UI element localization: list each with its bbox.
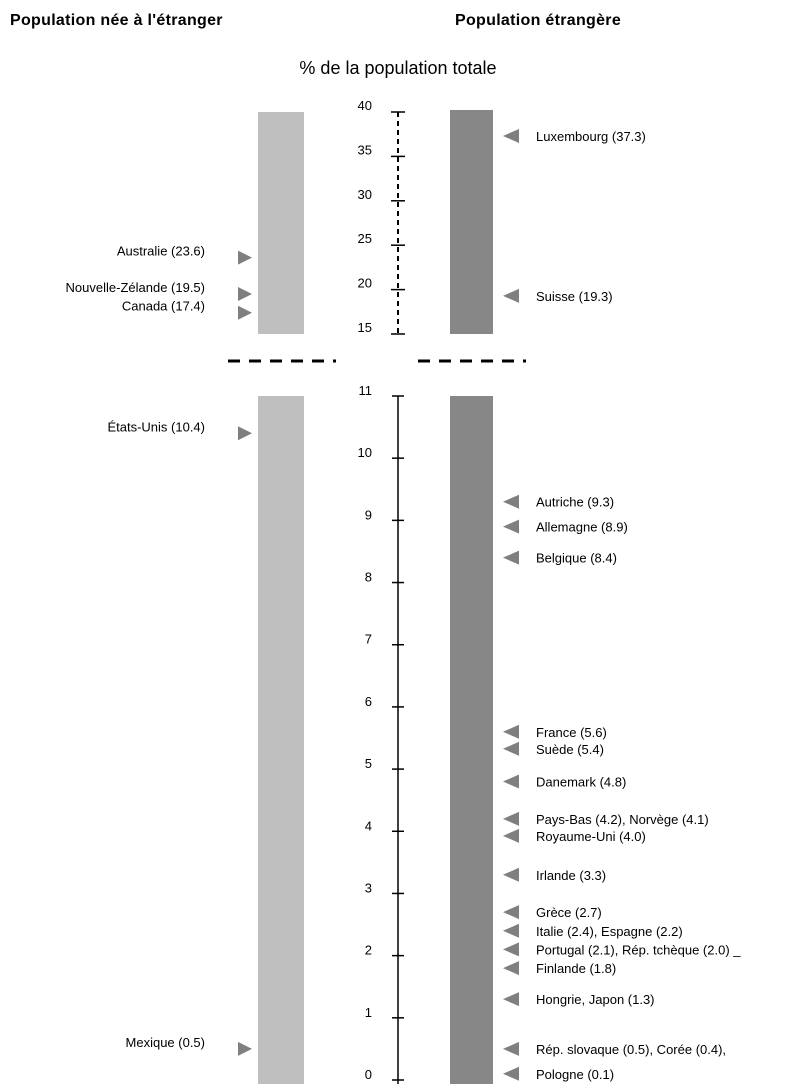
right-marker xyxy=(503,774,519,789)
lower-axis-tick-label: 3 xyxy=(365,880,372,895)
right-marker xyxy=(503,828,519,843)
lower-axis-tick-label: 10 xyxy=(358,445,372,460)
chart-title: % de la population totale xyxy=(299,58,497,78)
upper-axis-tick-label: 30 xyxy=(358,187,372,202)
right-marker xyxy=(503,811,519,826)
right-marker-label: Suède (5.4) xyxy=(536,742,604,757)
upper-axis-tick-label: 15 xyxy=(358,320,372,335)
lower-axis-tick-label: 2 xyxy=(365,943,372,958)
right-marker-label: Suisse (19.3) xyxy=(536,289,613,304)
right-marker xyxy=(503,1041,519,1056)
right-marker-label: Grèce (2.7) xyxy=(536,905,602,920)
right-marker xyxy=(503,494,519,509)
upper-axis-tick-label: 25 xyxy=(358,231,372,246)
lower-axis-tick-label: 0 xyxy=(365,1067,372,1082)
right-marker-label: Royaume-Uni (4.0) xyxy=(536,829,646,844)
left-marker-label: États-Unis (10.4) xyxy=(107,419,205,434)
upper-axis-tick-label: 35 xyxy=(358,142,372,157)
left-marker xyxy=(238,305,252,320)
left-marker-label: Mexique (0.5) xyxy=(126,1035,205,1050)
lower-axis-tick-label: 6 xyxy=(365,694,372,709)
right-marker-label: France (5.6) xyxy=(536,725,607,740)
right-marker xyxy=(503,923,519,938)
right-marker-label: Allemagne (8.9) xyxy=(536,520,628,535)
right-marker xyxy=(503,867,519,882)
right-marker xyxy=(503,128,519,143)
right-marker-label: Danemark (4.8) xyxy=(536,775,626,790)
right-marker xyxy=(503,288,519,303)
right-marker xyxy=(503,942,519,957)
left-marker xyxy=(238,426,252,441)
lower-axis-tick-label: 11 xyxy=(359,383,373,398)
right-marker-label: Italie (2.4), Espagne (2.2) xyxy=(536,924,683,939)
left-bar-upper xyxy=(258,112,304,334)
left-marker-label: Nouvelle-Zélande (19.5) xyxy=(66,280,205,295)
lower-axis-tick-label: 9 xyxy=(365,507,372,522)
right-marker-label: Rép. slovaque (0.5), Corée (0.4), xyxy=(536,1042,726,1057)
lower-axis-tick-label: 1 xyxy=(365,1005,372,1020)
right-marker-label: Pays-Bas (4.2), Norvège (4.1) xyxy=(536,812,709,827)
left-panel-title: Population née à l'étranger xyxy=(10,12,223,29)
left-marker xyxy=(238,1041,252,1056)
right-marker-label: Irlande (3.3) xyxy=(536,868,606,883)
right-marker-label: Luxembourg (37.3) xyxy=(536,129,646,144)
left-marker xyxy=(238,287,252,302)
right-panel-title: Population étrangère xyxy=(455,12,622,29)
lower-axis-tick-label: 5 xyxy=(365,756,372,771)
lower-axis-tick-label: 7 xyxy=(365,632,372,647)
right-marker-label: Hongrie, Japon (1.3) xyxy=(536,992,655,1007)
left-marker-label: Australie (23.6) xyxy=(117,244,205,259)
right-marker xyxy=(503,1066,519,1081)
right-bar-upper xyxy=(450,110,493,334)
right-marker xyxy=(503,724,519,739)
right-marker xyxy=(503,905,519,920)
right-marker-label: Finlande (1.8) xyxy=(536,961,616,976)
right-marker xyxy=(503,992,519,1007)
left-marker xyxy=(238,250,252,265)
lower-axis-tick-label: 4 xyxy=(365,818,372,833)
right-marker xyxy=(503,550,519,565)
right-marker xyxy=(503,741,519,756)
right-marker-label: Portugal (2.1), Rép. tchèque (2.0) _ xyxy=(536,942,741,957)
upper-axis-tick-label: 20 xyxy=(358,276,372,291)
right-marker-label: Belgique (8.4) xyxy=(536,551,617,566)
right-marker xyxy=(503,961,519,976)
right-marker-label: Autriche (9.3) xyxy=(536,495,614,510)
upper-axis-tick-label: 40 xyxy=(358,98,372,113)
right-marker xyxy=(503,519,519,534)
lower-axis-tick-label: 8 xyxy=(365,570,372,585)
right-marker-label: Pologne (0.1) xyxy=(536,1067,614,1082)
left-bar-lower xyxy=(258,396,304,1084)
left-marker-label: Canada (17.4) xyxy=(122,299,205,314)
right-bar-lower xyxy=(450,396,493,1084)
